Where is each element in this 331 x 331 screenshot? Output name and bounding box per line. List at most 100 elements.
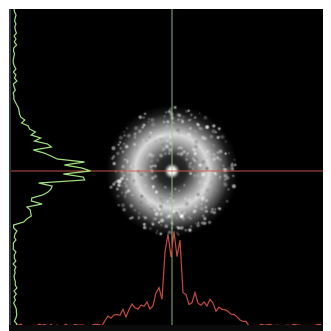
speckle-grain-dot <box>185 110 188 113</box>
speckle-grain-dot <box>151 223 155 226</box>
speckle-grain-dot <box>149 165 153 169</box>
speckle-grain-dot <box>142 226 147 230</box>
speckle-grain-dot <box>225 199 229 203</box>
speckle-grain-dot <box>194 157 198 161</box>
speckle-grain-dot <box>187 215 191 219</box>
speckle-grain-dot <box>215 189 218 192</box>
speckle-grain-dot <box>178 190 180 192</box>
speckle-grain-dot <box>184 228 188 232</box>
speckle-grain-dot <box>154 140 157 143</box>
speckle-grain-dot <box>210 180 214 185</box>
speckle-grain-dot <box>225 176 230 180</box>
speckle-grain-dot <box>158 204 163 209</box>
speckle-grain-dot <box>196 223 200 227</box>
speckle-grain-dot <box>224 152 227 155</box>
speckle-grain-dot <box>121 203 125 208</box>
speckle-grain-dot <box>192 148 196 152</box>
speckle-grain-dot <box>211 129 216 134</box>
speckle-grain-dot <box>165 144 169 149</box>
speckle-grain-dot <box>119 146 123 150</box>
speckle-grain-dot <box>133 143 137 146</box>
speckle-grain-dot <box>127 175 131 180</box>
speckle-grain-dot <box>149 207 153 211</box>
speckle-grain-dot <box>133 209 136 212</box>
speckle-grain-dot <box>126 189 131 193</box>
speckle-grain-dot <box>177 233 180 236</box>
speckle-grain-dot <box>176 232 179 234</box>
speckle-grain-dot <box>199 127 204 131</box>
speckle-grain-dot <box>126 162 131 166</box>
speckle-grain-dot <box>185 157 189 161</box>
speckle-grain-dot <box>181 217 185 221</box>
speckle-grain-dot <box>191 157 195 160</box>
speckle-grain-dot <box>165 194 169 198</box>
speckle-grain-dot <box>126 159 129 162</box>
speckle-grain-dot <box>215 131 217 134</box>
speckle-grain-dot <box>183 197 187 200</box>
speckle-grain-dot <box>139 172 144 177</box>
speckle-grain-dot <box>198 163 202 167</box>
speckle-grain-dot <box>189 118 192 121</box>
speckle-grain-dot <box>194 140 199 145</box>
speckle-grain-dot <box>121 164 125 169</box>
speckle-grain-dot <box>218 207 222 211</box>
speckle-grain-dot <box>147 120 150 123</box>
speckle-grain-dot <box>186 152 189 155</box>
speckle-grain-dot <box>142 197 147 201</box>
speckle-grain-dot <box>193 209 197 213</box>
speckle-grain-dot <box>180 146 184 150</box>
speckle-grain-dot <box>111 146 116 151</box>
speckle-grain-dot <box>156 229 159 233</box>
speckle-grain-dot <box>180 117 183 121</box>
speckle-grain-dot <box>127 186 129 189</box>
speckle-grain-dot <box>124 184 129 188</box>
speckle-grain-dot <box>167 109 172 114</box>
speckle-grain-dot <box>177 131 181 135</box>
speckle-grain-dot <box>196 122 199 125</box>
speckle-grain-dot <box>200 203 203 205</box>
speckle-grain-dot <box>123 131 126 134</box>
speckle-grain-dot <box>203 216 207 221</box>
speckle-grain-dot <box>217 127 221 131</box>
speckle-grain-dot <box>175 211 180 216</box>
speckle-grain-dot <box>134 136 136 139</box>
speckle-grain-dot <box>190 113 193 117</box>
speckle-grain-dot <box>187 109 190 112</box>
speckle-grain-dot <box>234 163 237 167</box>
speckle-grain-dot <box>143 215 146 218</box>
speckle-grain-dot <box>125 178 129 181</box>
speckle-grain-dot <box>145 139 148 142</box>
speckle-grain-dot <box>228 152 230 155</box>
speckle-grain-dot <box>212 124 216 128</box>
speckle-grain-dot <box>194 130 197 133</box>
speckle-grain-dot <box>109 185 113 189</box>
speckle-grain-dot <box>123 181 127 185</box>
speckle-grain-dot <box>211 159 214 163</box>
speckle-grain-dot <box>140 194 144 198</box>
speckle-grain-dot <box>154 190 158 194</box>
speckle-grain-dot <box>217 171 221 175</box>
speckle-grain-dot <box>173 105 177 109</box>
speckle-grain-dot <box>159 153 163 158</box>
horizontal-intensity-profile <box>9 231 322 328</box>
speckle-grain-dot <box>203 182 207 186</box>
speckle-grain-dot <box>176 113 180 117</box>
speckle-grain-dot <box>131 163 134 166</box>
speckle-grain-dot <box>133 165 138 170</box>
speckle-image <box>9 9 323 331</box>
speckle-grain-dot <box>165 125 169 129</box>
speckle-grain-dot <box>185 153 188 157</box>
speckle-grain-dot <box>142 222 146 226</box>
speckle-grain-dot <box>166 199 170 203</box>
speckle-grain-dot <box>149 131 152 135</box>
speckle-grain-dot <box>111 157 114 160</box>
speckle-grain-dot <box>230 167 234 171</box>
speckle-grain-dot <box>193 152 197 156</box>
speckle-grain-dot <box>185 195 190 199</box>
speckle-grain-dot <box>211 155 215 158</box>
speckle-grain-dot <box>169 192 172 195</box>
speckle-grain-dot <box>194 134 198 138</box>
speckle-grain-dot <box>135 147 138 150</box>
speckle-grain-dot <box>134 126 138 131</box>
speckle-grain-dot <box>184 210 186 212</box>
